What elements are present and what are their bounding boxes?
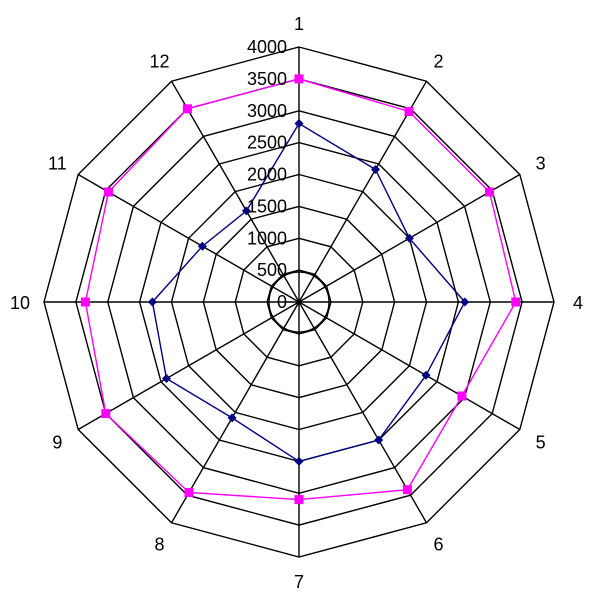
series-2-point-3 bbox=[485, 187, 494, 197]
series-2-point-7 bbox=[294, 495, 304, 505]
tick-label-3000: 3000 bbox=[247, 101, 287, 121]
category-label-2: 2 bbox=[433, 51, 443, 71]
spoke-5 bbox=[298, 301, 521, 431]
series-1-point-11 bbox=[197, 241, 207, 251]
tick-label-2500: 2500 bbox=[247, 133, 287, 153]
series-1-point-7 bbox=[294, 456, 304, 466]
series-1-point-10 bbox=[147, 297, 157, 307]
series-1-point-12 bbox=[241, 206, 251, 216]
series-2-point-1 bbox=[294, 74, 304, 84]
tick-label-layer: 0 500 1000 1500 2000 2500 3000 3500 4000 bbox=[247, 37, 287, 312]
spoke-9 bbox=[77, 301, 300, 431]
category-label-3: 3 bbox=[536, 154, 546, 174]
series-1-point-2 bbox=[371, 165, 380, 174]
tick-label-1000: 1000 bbox=[247, 228, 287, 248]
tick-label-0: 0 bbox=[277, 292, 287, 312]
series-1-point-8 bbox=[227, 413, 237, 423]
series-1-point-5 bbox=[421, 370, 431, 380]
tick-label-2000: 2000 bbox=[247, 165, 287, 185]
category-label-12: 12 bbox=[149, 51, 169, 71]
spoke-2 bbox=[298, 80, 428, 303]
tick-label-1500: 1500 bbox=[247, 196, 287, 216]
tick-label-4000: 4000 bbox=[247, 37, 287, 57]
series-2-point-12 bbox=[182, 104, 192, 114]
series-2-point-4 bbox=[511, 297, 521, 307]
category-label-10: 10 bbox=[10, 293, 30, 313]
series-2-point-10 bbox=[80, 297, 90, 307]
series-2-line bbox=[84, 78, 517, 501]
series-1-point-1 bbox=[294, 119, 304, 128]
tick-label-500: 500 bbox=[257, 260, 287, 280]
spoke-8 bbox=[170, 301, 300, 524]
category-label-1: 1 bbox=[294, 14, 304, 34]
category-label-5: 5 bbox=[536, 433, 546, 453]
series-2-point-6 bbox=[402, 485, 412, 495]
series-1-point-6 bbox=[374, 435, 384, 445]
series-1-line bbox=[151, 122, 466, 463]
category-label-9: 9 bbox=[52, 433, 62, 453]
series-2-point-11 bbox=[104, 187, 113, 197]
spoke-12 bbox=[170, 80, 300, 303]
series-2-point-9 bbox=[101, 409, 111, 419]
category-label-7: 7 bbox=[294, 572, 304, 592]
series-layer bbox=[80, 74, 521, 505]
series-1-point-9 bbox=[162, 374, 171, 383]
series-2-point-2 bbox=[404, 107, 414, 116]
category-label-11: 11 bbox=[48, 154, 67, 174]
series-1-point-3 bbox=[404, 233, 414, 243]
series-2-point-8 bbox=[184, 488, 194, 497]
category-label-6: 6 bbox=[433, 535, 443, 555]
series-1-point-4 bbox=[460, 297, 470, 307]
spoke-11 bbox=[77, 173, 300, 303]
tick-label-3500: 3500 bbox=[247, 69, 287, 89]
category-label-8: 8 bbox=[154, 535, 164, 555]
category-label-4: 4 bbox=[573, 293, 583, 313]
series-2-point-5 bbox=[457, 391, 467, 401]
